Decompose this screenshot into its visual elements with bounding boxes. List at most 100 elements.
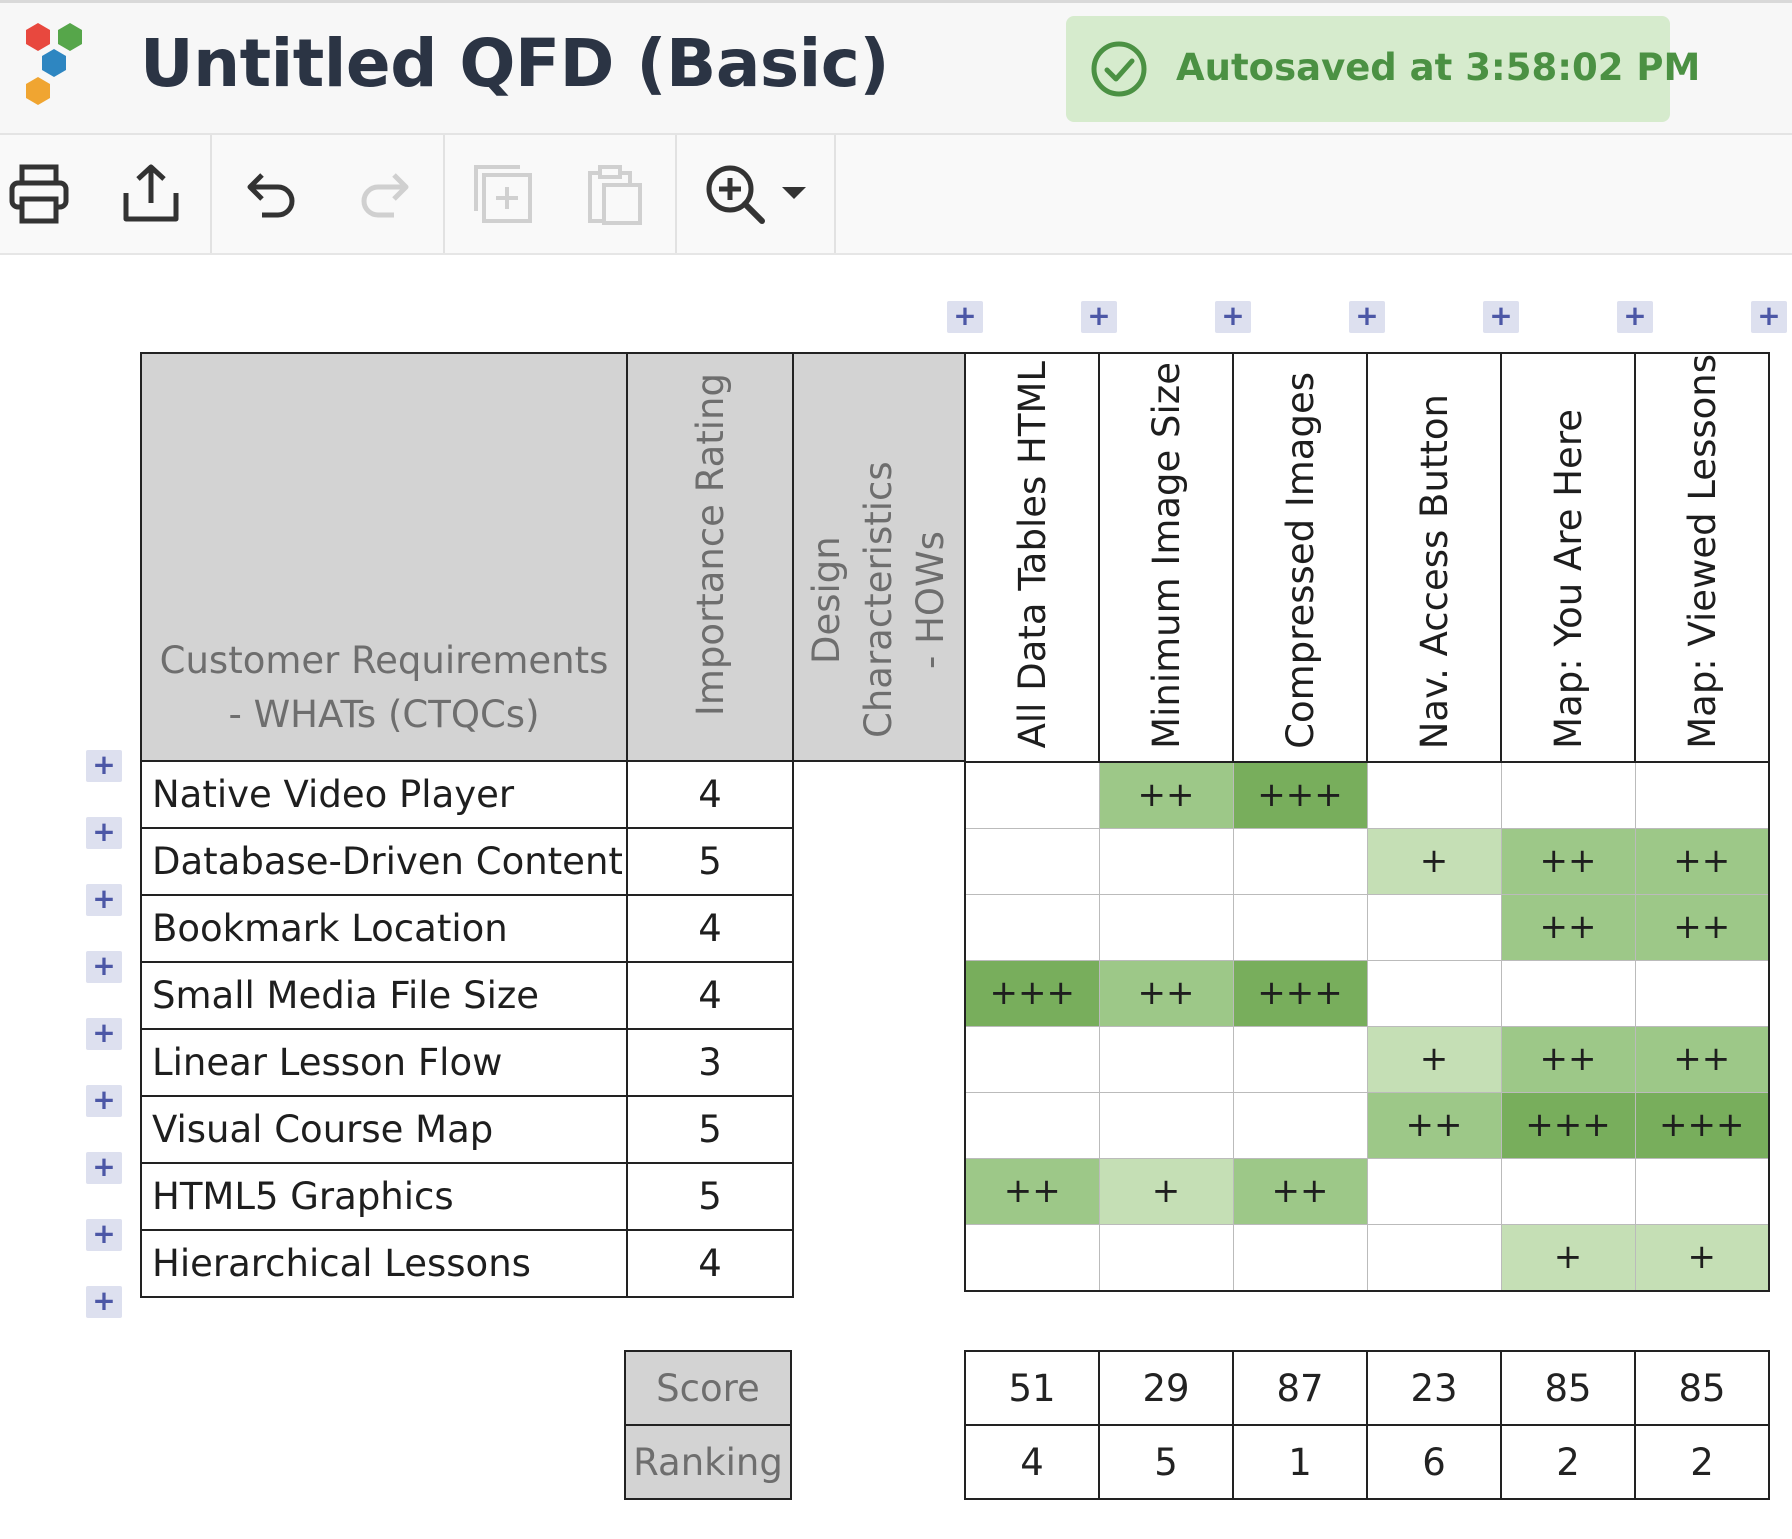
relationship-cell[interactable]: +++ (1232, 959, 1368, 1027)
relationship-cell[interactable]: + (1634, 1223, 1770, 1292)
importance-value[interactable]: 4 (626, 1229, 794, 1298)
how-column-header[interactable]: Map: You Are Here (1500, 352, 1636, 763)
relationship-cell[interactable] (964, 893, 1100, 961)
importance-value[interactable]: 5 (626, 1162, 794, 1231)
caret-down-icon[interactable] (776, 161, 812, 227)
add-column-button[interactable]: + (1751, 301, 1787, 333)
paste-icon[interactable] (582, 161, 648, 227)
importance-value[interactable]: 4 (626, 894, 794, 963)
importance-value[interactable]: 4 (626, 961, 794, 1030)
relationship-cell[interactable] (964, 1223, 1100, 1292)
relationship-cell[interactable]: +++ (1634, 1091, 1770, 1159)
zoom-in-icon[interactable] (702, 161, 768, 227)
relationship-cell[interactable] (964, 1091, 1100, 1159)
add-row-button[interactable]: + (86, 817, 122, 849)
relationship-cell[interactable]: ++ (1366, 1091, 1502, 1159)
relationship-cell[interactable]: ++ (1634, 827, 1770, 895)
add-column-button[interactable]: + (1483, 301, 1519, 333)
relationship-cell[interactable] (1500, 761, 1636, 829)
importance-value[interactable]: 4 (626, 760, 794, 829)
relationship-cell[interactable]: + (1098, 1157, 1234, 1225)
relationship-cell[interactable] (1366, 959, 1502, 1027)
hows-spacer (793, 761, 965, 828)
add-row-button[interactable]: + (86, 1286, 122, 1318)
undo-icon[interactable] (238, 161, 304, 227)
add-column-button[interactable]: + (1081, 301, 1117, 333)
importance-value[interactable]: 5 (626, 1095, 794, 1164)
relationship-cell[interactable]: ++ (1634, 1025, 1770, 1093)
relationship-cell[interactable] (1232, 1025, 1368, 1093)
relationship-cell[interactable] (964, 827, 1100, 895)
importance-value[interactable]: 3 (626, 1028, 794, 1097)
requirement-label[interactable]: Database-Driven Content (140, 827, 628, 896)
document-title[interactable]: Untitled QFD (Basic) (140, 25, 890, 102)
relationship-cell[interactable] (1098, 1223, 1234, 1292)
ranking-value: 4 (964, 1424, 1100, 1500)
relationship-cell[interactable] (1232, 1223, 1368, 1292)
relationship-cell[interactable]: + (1500, 1223, 1636, 1292)
add-row-button[interactable]: + (86, 1085, 122, 1117)
relationship-cell[interactable] (964, 1025, 1100, 1093)
relationship-cell[interactable] (1098, 827, 1234, 895)
relationship-cell[interactable]: ++ (964, 1157, 1100, 1225)
relationship-cell[interactable] (1366, 1223, 1502, 1292)
relationship-cell[interactable] (1634, 1157, 1770, 1225)
relationship-cell[interactable] (1098, 893, 1234, 961)
add-column-button[interactable]: + (1349, 301, 1385, 333)
requirement-label[interactable]: Bookmark Location (140, 894, 628, 963)
add-column-button[interactable]: + (1215, 301, 1251, 333)
printer-icon[interactable] (6, 161, 72, 227)
requirement-label[interactable]: Visual Course Map (140, 1095, 628, 1164)
how-column-header[interactable]: Minimum Image Size (1098, 352, 1234, 763)
add-row-button[interactable]: + (86, 884, 122, 916)
redo-icon[interactable] (352, 161, 418, 227)
relationship-cell[interactable]: ++ (1232, 1157, 1368, 1225)
relationship-cell[interactable] (1232, 827, 1368, 895)
add-row-button[interactable]: + (86, 1219, 122, 1251)
relationship-cell[interactable]: + (1366, 1025, 1502, 1093)
add-row-button[interactable]: + (86, 1018, 122, 1050)
relationship-cell[interactable]: ++ (1500, 827, 1636, 895)
relationship-cell[interactable]: ++ (1098, 761, 1234, 829)
add-row-button[interactable]: + (86, 951, 122, 983)
relationship-cell[interactable]: +++ (1500, 1091, 1636, 1159)
how-column-header[interactable]: All Data Tables HTML (964, 352, 1100, 763)
add-column-button[interactable]: + (947, 301, 983, 333)
requirement-label[interactable]: Native Video Player (140, 760, 628, 829)
relationship-cell[interactable]: ++ (1500, 1025, 1636, 1093)
relationship-cell[interactable]: ++ (1634, 893, 1770, 961)
app-header: Untitled QFD (Basic) Autosaved at 3:58:0… (0, 3, 1792, 135)
relationship-cell[interactable] (1366, 1157, 1502, 1225)
requirement-label[interactable]: Linear Lesson Flow (140, 1028, 628, 1097)
add-row-button[interactable]: + (86, 1152, 122, 1184)
relationship-cell[interactable] (1098, 1091, 1234, 1159)
relationship-cell[interactable]: +++ (964, 959, 1100, 1027)
requirement-label[interactable]: Hierarchical Lessons (140, 1229, 628, 1298)
relationship-cell[interactable] (1634, 959, 1770, 1027)
relationship-cell[interactable] (964, 761, 1100, 829)
relationship-cell[interactable]: ++ (1500, 893, 1636, 961)
relationship-cell[interactable] (1366, 893, 1502, 961)
toolbar (0, 135, 1792, 255)
share-icon[interactable] (118, 161, 184, 227)
relationship-cell[interactable] (1098, 1025, 1234, 1093)
relationship-cell[interactable] (1500, 959, 1636, 1027)
relationship-cell[interactable]: +++ (1232, 761, 1368, 829)
add-column-button[interactable]: + (1617, 301, 1653, 333)
how-column-header[interactable]: Map: Viewed Lessons (1634, 352, 1770, 763)
requirement-label[interactable]: Small Media File Size (140, 961, 628, 1030)
relationship-cell[interactable]: ++ (1098, 959, 1234, 1027)
requirement-label[interactable]: HTML5 Graphics (140, 1162, 628, 1231)
ranking-label: Ranking (624, 1424, 792, 1500)
how-column-header[interactable]: Compressed Images (1232, 352, 1368, 763)
relationship-cell[interactable] (1366, 761, 1502, 829)
relationship-cell[interactable]: + (1366, 827, 1502, 895)
relationship-cell[interactable] (1500, 1157, 1636, 1225)
relationship-cell[interactable] (1232, 1091, 1368, 1159)
importance-value[interactable]: 5 (626, 827, 794, 896)
how-column-header[interactable]: Nav. Access Button (1366, 352, 1502, 763)
relationship-cell[interactable] (1232, 893, 1368, 961)
relationship-cell[interactable] (1634, 761, 1770, 829)
duplicate-icon[interactable] (470, 161, 536, 227)
add-row-button[interactable]: + (86, 750, 122, 782)
